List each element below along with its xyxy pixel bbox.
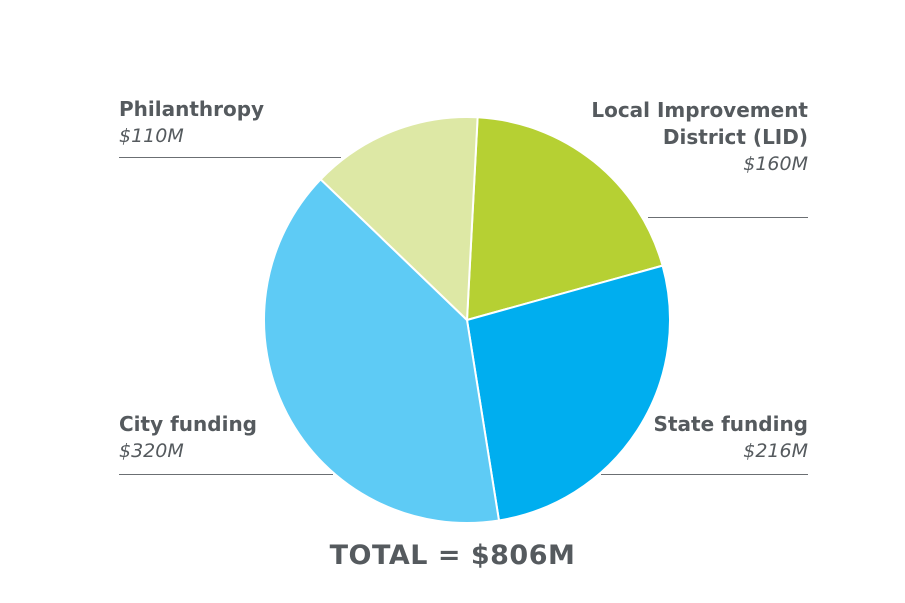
slice-philanthropy xyxy=(319,116,479,323)
label-city-funding: City funding $320M xyxy=(119,411,257,465)
label-state-funding: State funding $216M xyxy=(654,411,808,465)
label-lid: Local Improvement District (LID) $160M xyxy=(568,97,808,178)
slice-lid xyxy=(465,116,664,322)
slice-city-funding xyxy=(263,177,501,524)
leader-line-philanthropy xyxy=(119,157,341,158)
slice-name-city-funding: City funding xyxy=(119,412,257,436)
slice-value-lid: $160M xyxy=(743,153,808,175)
leader-line-city-funding xyxy=(119,474,333,475)
leader-line-lid xyxy=(648,217,808,218)
slice-value-city-funding: $320M xyxy=(119,440,184,462)
slice-name-philanthropy: Philanthropy xyxy=(119,97,265,121)
slice-name-state-funding: State funding xyxy=(653,412,808,436)
label-philanthropy: Philanthropy $110M xyxy=(119,96,264,150)
slice-value-philanthropy: $110M xyxy=(119,125,184,147)
slice-value-state-funding: $216M xyxy=(743,440,808,462)
leader-line-state-funding xyxy=(601,474,808,475)
total-label: TOTAL = $806M xyxy=(329,540,576,571)
slice-state-funding xyxy=(465,264,671,522)
slice-name-lid: Local Improvement District (LID) xyxy=(591,98,808,149)
